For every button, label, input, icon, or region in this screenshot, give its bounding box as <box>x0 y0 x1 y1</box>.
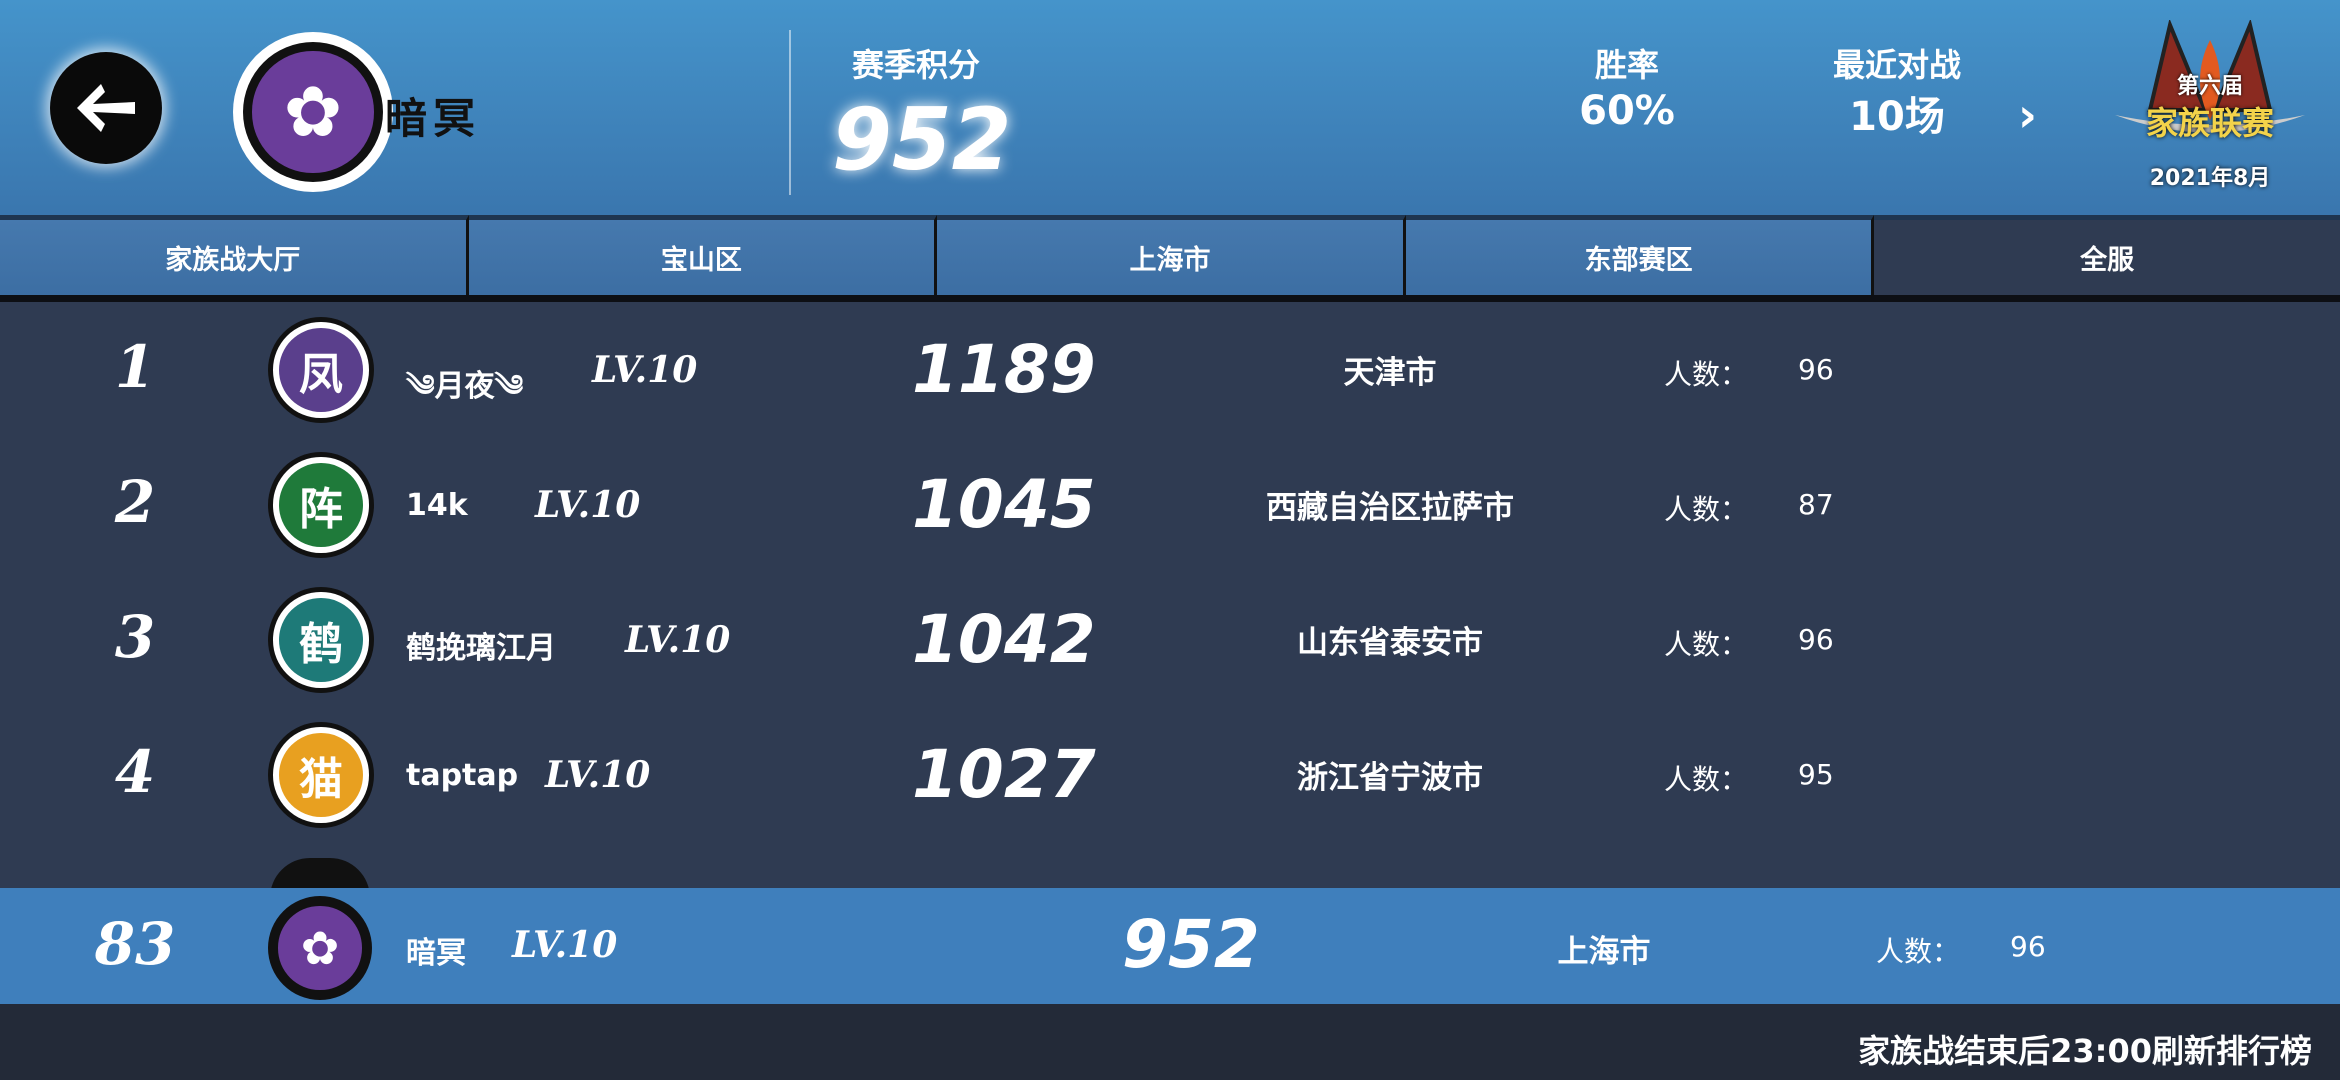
back-button[interactable] <box>50 52 162 164</box>
tab-family-hall[interactable]: 家族战大厅 <box>0 215 469 295</box>
city: 天津市 <box>1343 355 1437 391</box>
flower-icon: ✿ <box>300 921 340 975</box>
family-name: ༄月夜༄ <box>406 369 524 404</box>
score: 1045 <box>912 466 1096 543</box>
divider <box>0 295 2340 302</box>
emblem-glyph: 阵 <box>279 463 363 547</box>
table-row[interactable]: 2 阵 14k LV.10 1045 西藏自治区拉萨市 人数： 87 <box>0 438 2340 572</box>
member-count-label: 人数： <box>1664 628 1749 661</box>
table-row[interactable]: 4 猫 taptap LV.10 1027 浙江省宁波市 人数： 95 <box>0 708 2340 842</box>
member-count-label: 人数： <box>1664 493 1749 526</box>
family-emblem: 鹤 <box>268 587 374 693</box>
city: 山东省泰安市 <box>1297 625 1483 661</box>
rank: 4 <box>114 738 156 806</box>
member-count: 87 <box>1798 488 1834 521</box>
city: 上海市 <box>1557 934 1651 970</box>
win-rate-label: 胜率 <box>1594 46 1659 84</box>
family-name: taptap <box>406 758 519 793</box>
rank: 3 <box>114 603 156 671</box>
emblem-glyph: 凤 <box>279 328 363 412</box>
score: 1042 <box>912 601 1096 678</box>
season-points: 952 <box>832 90 1012 190</box>
family-emblem: 凤 <box>268 317 374 423</box>
win-rate: 60% <box>1579 88 1675 134</box>
family-name: 鹤挽璃江月 <box>406 631 556 666</box>
score: 1189 <box>912 331 1096 408</box>
rank: 1 <box>114 333 156 401</box>
league-badge[interactable]: 第六届 家族联赛 2021年8月 <box>2110 20 2310 195</box>
member-count: 96 <box>2010 930 2046 963</box>
level: LV.10 <box>545 754 651 796</box>
emblem-glyph: 鹤 <box>279 598 363 682</box>
family-name: 暗冥 <box>385 94 482 143</box>
level: LV.10 <box>512 924 618 966</box>
tab-baoshan[interactable]: 宝山区 <box>468 215 938 295</box>
emblem-glyph: 猫 <box>279 733 363 817</box>
recent-battles-value[interactable]: 10场 <box>1849 94 1945 140</box>
flower-icon: ✿ <box>283 70 343 153</box>
refresh-note: 家族战结束后23:00刷新排行榜 <box>1858 1032 2312 1070</box>
family-name: 暗冥 <box>406 936 466 971</box>
chevron-right-icon[interactable]: › <box>2018 88 2037 142</box>
table-row[interactable]: 3 鹤 鹤挽璃江月 LV.10 1042 山东省泰安市 人数： 96 <box>0 573 2340 707</box>
family-emblem: 阵 <box>268 452 374 558</box>
tab-shanghai[interactable]: 上海市 <box>937 215 1406 295</box>
rank: 83 <box>94 910 176 978</box>
member-count: 95 <box>1798 758 1834 791</box>
family-emblem: ✿ <box>268 896 372 1000</box>
tab-bar: 家族战大厅 宝山区 上海市 东部赛区 全服 <box>0 215 2340 295</box>
recent-battles-label[interactable]: 最近对战 <box>1832 46 1961 84</box>
level: LV.10 <box>535 484 641 526</box>
score: 1027 <box>912 736 1096 813</box>
tab-all-servers[interactable]: 全服 <box>1874 215 2340 295</box>
header: ✿ 暗冥 赛季积分 952 胜率 60% 最近对战 10场 › 第六届 家族联赛… <box>0 0 2340 215</box>
member-count-label: 人数： <box>1664 763 1749 796</box>
member-count: 96 <box>1798 623 1834 656</box>
city: 西藏自治区拉萨市 <box>1266 490 1514 526</box>
footer: 家族战结束后23:00刷新排行榜 <box>0 1004 2340 1080</box>
level: LV.10 <box>625 619 731 661</box>
flag-badge-icon <box>2115 20 2305 133</box>
member-count-label: 人数： <box>1664 358 1749 391</box>
family-emblem: 猫 <box>268 722 374 828</box>
table-row[interactable]: 1 凤 ༄月夜༄ LV.10 1189 天津市 人数： 96 <box>0 303 2340 437</box>
tab-east-region[interactable]: 东部赛区 <box>1405 215 1875 295</box>
level: LV.10 <box>592 349 698 391</box>
arrow-left-icon <box>77 84 135 132</box>
city: 浙江省宁波市 <box>1297 760 1483 796</box>
score: 952 <box>1122 906 1260 983</box>
member-count-label: 人数： <box>1876 935 1961 968</box>
divider <box>789 30 791 195</box>
my-family-row[interactable]: 83 ✿ 暗冥 LV.10 952 上海市 人数： 96 <box>0 888 2340 1004</box>
family-name: 14k <box>406 488 468 523</box>
family-emblem[interactable]: ✿ <box>233 32 393 192</box>
season-points-label: 赛季积分 <box>852 46 981 84</box>
member-count: 96 <box>1798 353 1834 386</box>
rank: 2 <box>114 468 156 536</box>
